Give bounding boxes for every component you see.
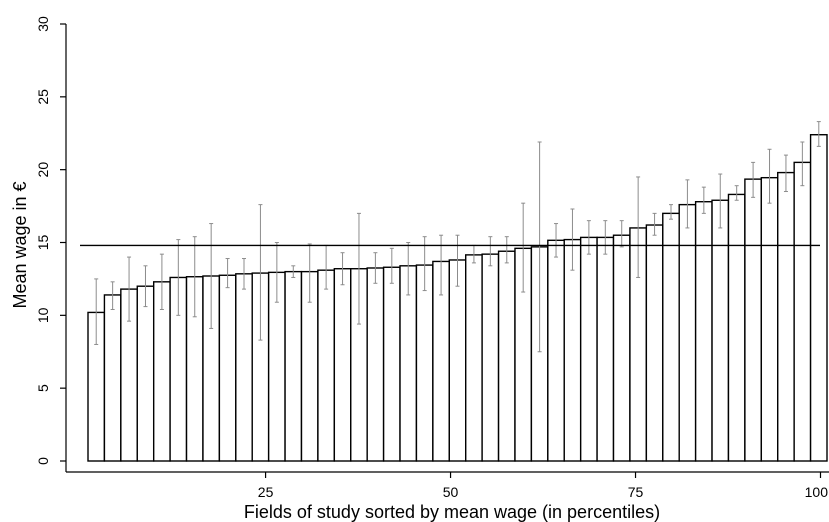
error-bars-group [94, 121, 821, 353]
y-tick-label: 15 [35, 235, 51, 251]
bar [317, 269, 336, 462]
bar [333, 268, 352, 462]
bar [678, 203, 697, 462]
y-tick-label: 5 [35, 384, 51, 392]
bar [777, 171, 795, 462]
bars-group [87, 134, 828, 462]
bar [744, 178, 763, 462]
bar [711, 199, 730, 462]
bar [727, 193, 746, 462]
bar [481, 253, 500, 462]
y-tick-label: 25 [35, 89, 51, 105]
bar [415, 264, 434, 462]
x-axis-title: Fields of study sorted by mean wage (in … [244, 502, 660, 522]
x-tick-label: 75 [628, 484, 644, 500]
bar [694, 201, 713, 462]
bar [103, 294, 122, 462]
bar [366, 267, 385, 462]
bar [465, 254, 483, 462]
bar [645, 224, 664, 462]
y-axis-title: Mean wage in € [10, 181, 30, 308]
bar [563, 238, 582, 462]
bar [218, 274, 237, 462]
x-tick-label: 50 [443, 484, 459, 500]
bar [612, 234, 631, 462]
bar [284, 270, 303, 462]
bar [448, 259, 467, 462]
bar [235, 273, 253, 462]
y-tick-label: 10 [35, 307, 51, 323]
bar [809, 134, 828, 462]
bar [382, 266, 401, 462]
y-tick-label: 30 [35, 16, 51, 32]
y-tick-label: 20 [35, 162, 51, 178]
y-ticks-group: 0 5 10 15 20 25 30 [35, 16, 66, 465]
bar [547, 239, 565, 462]
bar [136, 285, 155, 462]
x-ticks-group: 25 50 75 100 [258, 472, 828, 500]
x-tick-label: 25 [258, 484, 274, 500]
x-tick-label: 100 [805, 484, 829, 500]
bar [596, 236, 615, 462]
bar [662, 212, 680, 462]
bar [497, 250, 516, 462]
bar [793, 161, 812, 462]
y-tick-label: 0 [35, 457, 51, 465]
bar [760, 176, 779, 462]
bar [579, 236, 598, 462]
